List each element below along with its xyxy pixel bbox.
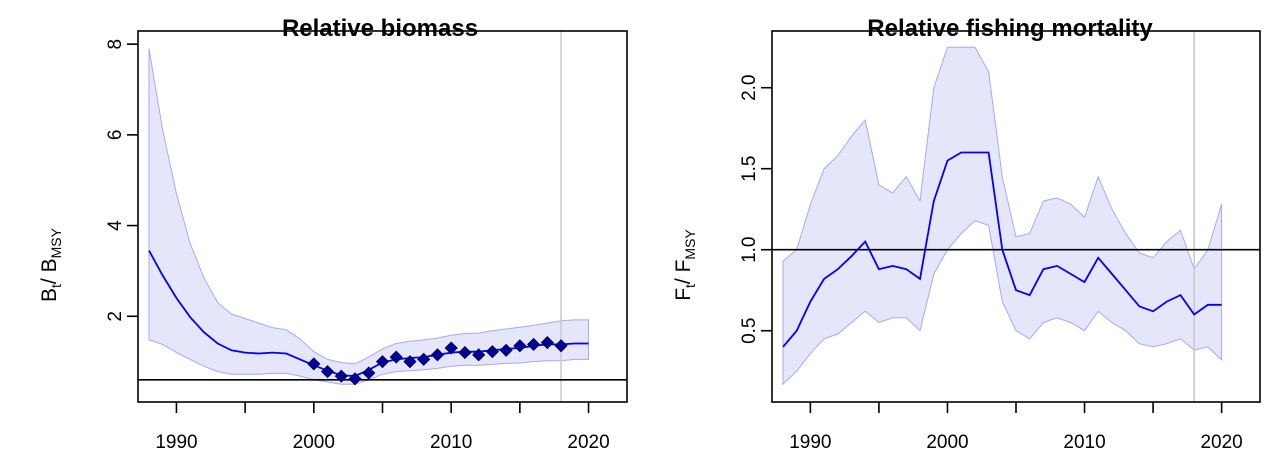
- y-label-subscript: MSY: [682, 229, 698, 260]
- observation-point: [430, 348, 445, 362]
- x-tick-label: 2010: [1063, 432, 1105, 453]
- y-label-subscript: t: [48, 284, 64, 288]
- x-tick-label: 2000: [293, 432, 335, 453]
- observation-point: [485, 345, 499, 359]
- y-label-part: F: [672, 288, 695, 301]
- observation-point: [307, 357, 321, 371]
- x-tick-label: 1990: [789, 432, 831, 453]
- y-tick-label: 0.5: [739, 318, 760, 344]
- observation-point: [320, 365, 335, 379]
- observation-point: [375, 355, 390, 369]
- confidence-band: [782, 46, 1223, 386]
- x-tick-label: 2020: [1200, 432, 1242, 453]
- x-tick-label: 1990: [155, 432, 197, 453]
- x-tick-label: 2010: [430, 432, 472, 453]
- y-tick-label: 1.0: [739, 237, 760, 263]
- observation-point: [444, 341, 458, 355]
- x-tick-label: 2000: [926, 432, 968, 453]
- y-label-subscript: MSY: [48, 227, 64, 258]
- observation-point: [417, 352, 431, 366]
- observation-point: [458, 345, 472, 360]
- y-label-part: / B: [38, 258, 61, 284]
- observation-point: [334, 369, 348, 383]
- relative-biomass-panel: Relative biomass Bt/ BMSY 1990 2000 2010 20…: [38, 15, 628, 453]
- observation-point: [527, 337, 541, 351]
- observation-point: [472, 348, 486, 362]
- chart-title-fishing-mortality: Relative fishing mortality: [867, 15, 1153, 42]
- observation-point: [362, 366, 376, 380]
- observation-point: [540, 336, 554, 350]
- y-tick-label: 2: [105, 311, 126, 322]
- y-tick-label: 1.5: [739, 155, 760, 181]
- confidence-band: [148, 48, 589, 385]
- observation-point: [554, 339, 568, 353]
- y-tick-label: 6: [105, 130, 126, 141]
- y-tick-label: 2.0: [739, 74, 760, 100]
- x-tick-label: 2020: [567, 432, 609, 453]
- observation-point: [389, 350, 403, 364]
- y-label-subscript: t: [682, 284, 698, 288]
- y-label-part: B: [38, 288, 61, 302]
- observation-point: [499, 343, 513, 357]
- observation-point: [348, 372, 362, 386]
- y-tick-label: 8: [105, 39, 126, 50]
- observation-point: [513, 339, 527, 353]
- y-axis-label-biomass: Bt/ BMSY: [38, 227, 64, 302]
- y-label-part: / F: [672, 260, 695, 285]
- observation-point: [403, 355, 417, 369]
- y-axis-label-fishing-mortality: Ft/ FMSY: [672, 229, 698, 301]
- estimate-line: [782, 151, 1222, 348]
- chart-title-biomass: Relative biomass: [282, 15, 478, 42]
- relative-fishing-mortality-panel: Relative fishing mortality Ft/ FMSY 1990…: [672, 15, 1261, 453]
- y-tick-label: 4: [105, 220, 126, 231]
